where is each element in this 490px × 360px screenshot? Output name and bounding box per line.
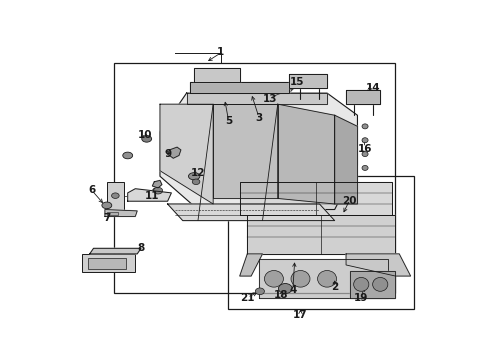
Polygon shape	[213, 104, 278, 198]
Text: 15: 15	[290, 77, 304, 87]
Ellipse shape	[255, 288, 265, 294]
Ellipse shape	[192, 179, 200, 185]
Text: 16: 16	[358, 144, 372, 153]
Ellipse shape	[318, 270, 337, 287]
Ellipse shape	[112, 193, 119, 198]
Text: 7: 7	[103, 213, 111, 223]
Ellipse shape	[291, 270, 310, 287]
Ellipse shape	[354, 278, 369, 291]
Polygon shape	[259, 260, 388, 298]
Bar	[228, 176, 415, 309]
Bar	[107, 212, 118, 215]
Text: 2: 2	[331, 282, 338, 292]
Text: 6: 6	[88, 185, 95, 195]
Polygon shape	[90, 248, 141, 254]
Text: 5: 5	[225, 116, 232, 126]
Text: 20: 20	[343, 196, 357, 206]
Polygon shape	[247, 215, 395, 254]
Ellipse shape	[189, 173, 200, 180]
Ellipse shape	[372, 278, 388, 291]
Polygon shape	[346, 90, 380, 104]
Polygon shape	[105, 210, 137, 216]
Text: 17: 17	[293, 310, 308, 320]
Polygon shape	[168, 147, 181, 158]
Text: 13: 13	[263, 94, 277, 104]
Text: 14: 14	[366, 82, 380, 93]
Text: 19: 19	[354, 293, 368, 303]
Text: 8: 8	[137, 243, 145, 253]
Polygon shape	[350, 270, 395, 298]
Ellipse shape	[362, 138, 368, 143]
Text: 21: 21	[240, 293, 255, 303]
Ellipse shape	[102, 202, 112, 209]
Polygon shape	[278, 104, 335, 204]
Ellipse shape	[123, 152, 133, 159]
Text: 12: 12	[191, 168, 205, 179]
Ellipse shape	[142, 135, 151, 142]
Ellipse shape	[362, 152, 368, 157]
Ellipse shape	[278, 284, 292, 293]
Text: 4: 4	[289, 285, 296, 295]
Text: 1: 1	[217, 46, 224, 57]
Polygon shape	[240, 182, 392, 215]
Polygon shape	[335, 115, 358, 204]
Bar	[88, 258, 126, 269]
Bar	[107, 182, 124, 210]
Ellipse shape	[362, 124, 368, 129]
Polygon shape	[128, 189, 172, 201]
Polygon shape	[187, 93, 327, 104]
Ellipse shape	[265, 270, 283, 287]
Text: 3: 3	[255, 113, 262, 123]
Ellipse shape	[362, 166, 368, 170]
Text: 18: 18	[274, 291, 289, 301]
Polygon shape	[346, 254, 411, 276]
Polygon shape	[168, 204, 335, 221]
Ellipse shape	[153, 187, 163, 194]
Polygon shape	[194, 68, 240, 82]
Bar	[115, 63, 395, 293]
Text: 10: 10	[138, 130, 152, 140]
Polygon shape	[190, 82, 289, 93]
Polygon shape	[289, 74, 327, 87]
Polygon shape	[160, 104, 213, 204]
Polygon shape	[240, 254, 263, 276]
Polygon shape	[152, 180, 162, 188]
Polygon shape	[160, 93, 358, 210]
Text: 9: 9	[164, 149, 171, 159]
Bar	[82, 254, 135, 272]
Text: 11: 11	[145, 191, 160, 201]
